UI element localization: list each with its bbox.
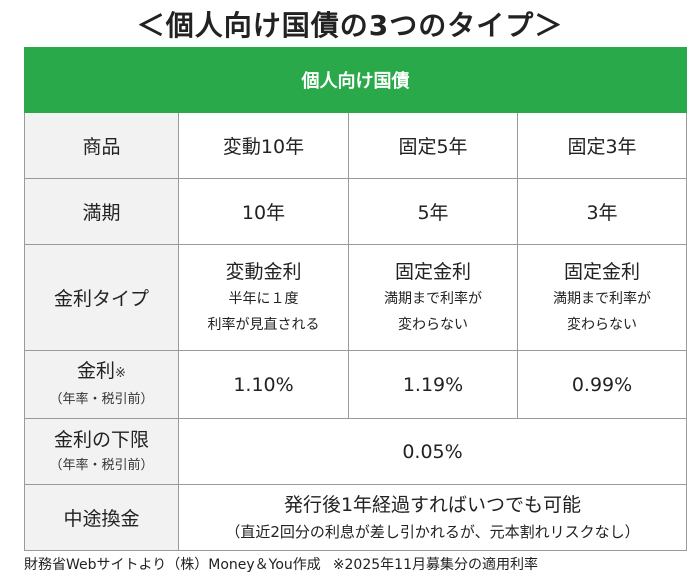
rate-label: 金利	[77, 360, 116, 382]
rate-floating-10y: 1.10%	[178, 350, 349, 419]
maturity-floating-10y: 10年	[178, 178, 349, 245]
product-fixed-3y: 固定3年	[517, 112, 687, 179]
min-rate-label: 金利の下限	[53, 428, 149, 451]
footer-note: ※2025年11月募集分の適用利率	[332, 557, 538, 573]
table-row-product: 商品 変動10年 固定5年 固定3年	[24, 112, 687, 179]
early-redemption-main: 発行後1年経過すればいつでも可能	[283, 493, 582, 516]
rate-type-detail-2: 変わらない	[398, 316, 468, 333]
rate-type-main: 固定金利	[394, 260, 471, 283]
maturity-fixed-5y: 5年	[348, 178, 518, 245]
early-redemption-note: （直近2回分の利息が差し引かれるが、元本割れリスクなし）	[225, 522, 640, 541]
table-row-maturity: 満期 10年 5年 3年	[24, 178, 687, 245]
rate-sublabel: （年率・税引前）	[49, 392, 154, 407]
rate-type-detail-2: 利率が見直される	[207, 316, 320, 333]
rate-note-mark: ※	[115, 366, 126, 381]
min-rate-sublabel: （年率・税引前）	[49, 457, 154, 473]
table-row-rate-type: 金利タイプ 変動金利 半年に１度 利率が見直される 固定金利 満期まで利率が 変…	[24, 244, 687, 351]
footer-source: 財務省Webサイトより（株）Money＆You作成	[24, 557, 321, 573]
rate-type-detail-1: 満期まで利率が	[384, 290, 482, 307]
rate-type-main: 変動金利	[225, 260, 302, 283]
rate-type-fixed-3y: 固定金利 満期まで利率が 変わらない	[517, 244, 687, 351]
jgb-comparison-table: 個人向け国債 商品 変動10年 固定5年 固定3年 満期 10年 5年 3年 金…	[24, 47, 687, 551]
rate-type-main: 固定金利	[563, 260, 640, 283]
rate-type-floating-10y: 変動金利 半年に１度 利率が見直される	[178, 244, 349, 351]
page-title: ＜個人向け国債の3つのタイプ＞	[136, 9, 564, 42]
table-row-early-redemption: 中途換金 発行後1年経過すればいつでも可能 （直近2回分の利息が差し引かれるが、…	[24, 484, 687, 551]
row-label-rate-type: 金利タイプ	[24, 244, 179, 351]
table-row-rate: 金利※ （年率・税引前） 1.10% 1.19% 0.99%	[24, 350, 687, 419]
row-label-early-redemption: 中途換金	[24, 484, 179, 551]
row-label-product: 商品	[24, 112, 179, 179]
table-header: 個人向け国債	[24, 47, 687, 113]
rate-fixed-3y: 0.99%	[517, 350, 687, 419]
row-label-maturity: 満期	[24, 178, 179, 245]
product-fixed-5y: 固定5年	[348, 112, 518, 179]
min-rate-value: 0.05%	[178, 418, 687, 485]
product-floating-10y: 変動10年	[178, 112, 349, 179]
rate-type-fixed-5y: 固定金利 満期まで利率が 変わらない	[348, 244, 518, 351]
rate-type-detail-2: 変わらない	[567, 316, 637, 333]
table-row-min-rate: 金利の下限 （年率・税引前） 0.05%	[24, 418, 687, 485]
rate-fixed-5y: 1.19%	[348, 350, 518, 419]
row-label-rate: 金利※ （年率・税引前）	[24, 350, 179, 419]
rate-type-detail-1: 半年に１度	[228, 290, 299, 307]
early-redemption-value: 発行後1年経過すればいつでも可能 （直近2回分の利息が差し引かれるが、元本割れリ…	[178, 484, 687, 551]
row-label-min-rate: 金利の下限 （年率・税引前）	[24, 418, 179, 485]
rate-type-detail-1: 満期まで利率が	[553, 290, 651, 307]
footer: 財務省Webサイトより（株）Money＆You作成 ※2025年11月募集分の適用…	[24, 554, 694, 574]
maturity-fixed-3y: 3年	[517, 178, 687, 245]
